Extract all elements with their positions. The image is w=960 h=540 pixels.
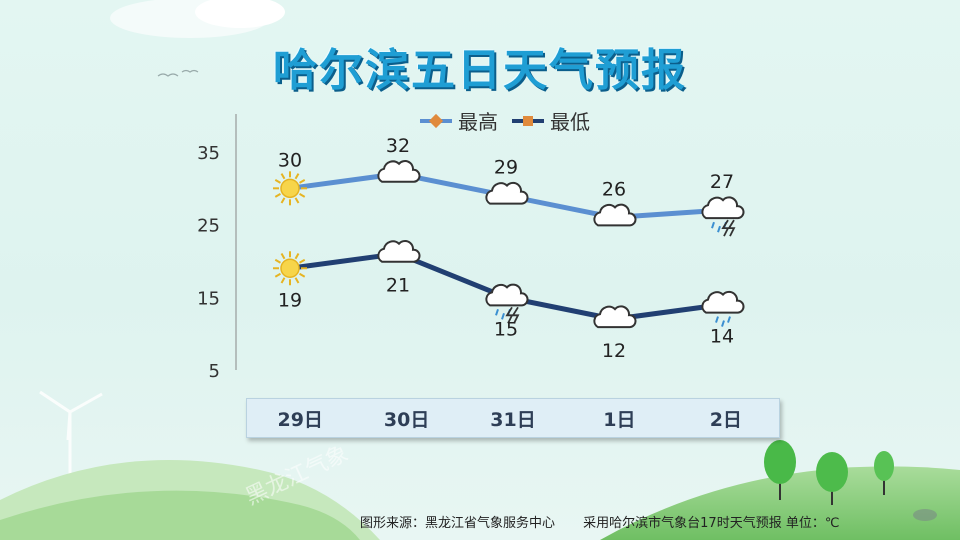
high-data-label: 27 [710,171,734,193]
thunder-rain-icon [701,196,745,237]
cloud-icon [485,181,529,205]
high-data-label: 29 [494,157,518,179]
high-data-label: 26 [602,178,626,200]
sun-icon [273,171,307,206]
legend-low-marker-icon [523,116,533,126]
hill-right-decor [600,466,960,540]
hill-left-front-decor [0,490,360,540]
legend-high-marker-icon [428,113,444,129]
legend-item-high: 最高 [420,110,498,134]
x-tick-label: 29日 [277,408,323,431]
page-title: 哈尔滨五日天气预报 [273,45,687,96]
x-tick-label: 30日 [383,408,430,431]
cloud-icon [377,160,421,183]
cloud-icon [377,239,421,263]
x-tick-label: 1日 [603,408,636,431]
rain-cloud-icon [701,290,745,327]
tree-decor [764,440,937,521]
high-data-label: 32 [386,135,410,157]
unit-note-text: 采用哈尔滨市气象台17时天气预报 单位：℃ [583,516,840,531]
bird-decor [157,69,199,77]
footer: 图形来源：黑龙江省气象服务中心 采用哈尔滨市气象台17时天气预报 单位：℃ [360,512,920,531]
x-tick-label: 31日 [490,408,536,431]
y-tick-label: 35 [197,143,220,164]
low-data-label: 21 [386,275,410,297]
low-data-label: 19 [278,289,302,311]
wind-turbine-decor [39,390,103,480]
cloud-icon [593,203,637,227]
legend-low-label: 最低 [550,110,590,134]
low-data-label: 12 [602,340,626,362]
legend-high-label: 最高 [458,110,498,134]
cloud-icon [593,305,637,329]
x-tick-label: 2日 [709,408,742,431]
chart-legend: 最高 最低 [420,110,590,134]
date-axis-bar: 29日 30日 31日 1日 2日 [246,398,780,438]
y-tick-label: 25 [197,216,220,237]
legend-item-low: 最低 [512,110,590,134]
low-data-label: 15 [494,318,518,340]
y-tick-label: 5 [209,361,220,382]
sun-icon [273,251,307,286]
low-data-label: 14 [710,326,734,348]
source-text: 图形来源：黑龙江省气象服务中心 [360,516,556,531]
high-data-label: 30 [278,149,302,171]
thunder-rain-icon [485,283,529,324]
y-tick-label: 15 [197,288,220,309]
sky-cloud-decor [110,0,285,38]
